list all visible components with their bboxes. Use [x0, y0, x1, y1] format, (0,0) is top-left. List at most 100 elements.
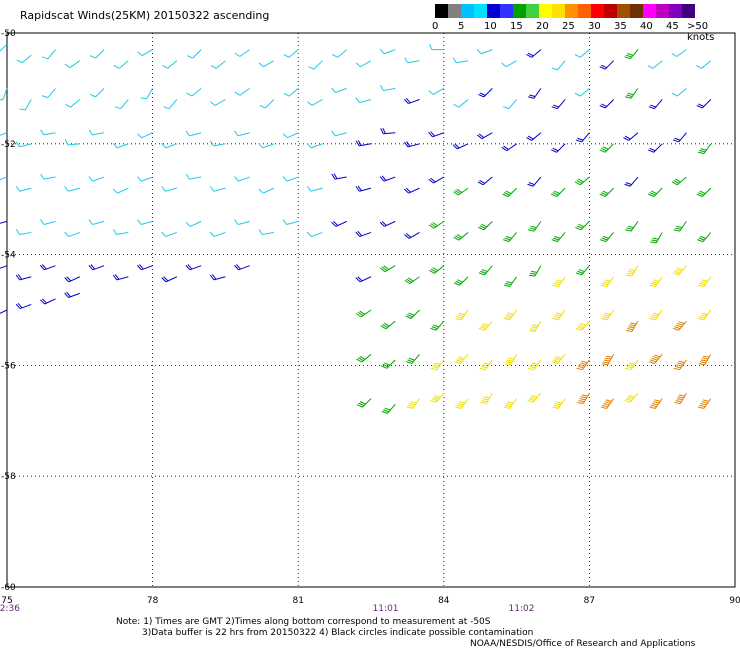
wind-barb	[624, 392, 639, 403]
wind-barb	[258, 60, 275, 68]
wind-barb	[88, 176, 105, 182]
wind-barb	[551, 99, 566, 110]
wind-barb	[452, 187, 469, 196]
wind-barb	[356, 398, 372, 408]
wind-barb	[163, 99, 178, 110]
wind-barb	[0, 176, 8, 181]
wind-barb	[647, 60, 663, 69]
wind-barb	[15, 186, 32, 192]
wind-barb	[185, 130, 202, 137]
wind-barb	[599, 143, 615, 153]
longitude-label: 90	[729, 596, 740, 606]
wind-barb	[478, 265, 493, 276]
wind-barb	[234, 264, 250, 271]
wind-barb	[477, 176, 493, 186]
wind-barb	[0, 265, 8, 269]
wind-barb	[161, 186, 177, 192]
wind-barb	[40, 219, 56, 225]
wind-barb	[648, 99, 663, 110]
wind-barb	[0, 132, 8, 136]
wind-barb	[355, 309, 372, 318]
scale-swatch	[435, 4, 448, 18]
wind-barb	[648, 353, 663, 364]
wind-barb	[210, 140, 226, 147]
wind-barb	[234, 49, 250, 57]
wind-barb	[64, 276, 81, 283]
wind-barb	[552, 309, 566, 321]
wind-barb	[0, 43, 8, 52]
wind-barb	[478, 320, 493, 331]
wind-barb	[503, 398, 518, 409]
wind-barb	[696, 187, 712, 198]
wind-barb	[454, 353, 469, 364]
wind-barb	[478, 221, 493, 231]
wind-barb	[331, 130, 347, 137]
scale-swatch	[578, 4, 591, 18]
wind-barb	[234, 219, 250, 225]
wind-barb	[331, 173, 347, 180]
wind-barb	[551, 232, 566, 243]
scale-swatch	[487, 4, 500, 18]
scale-tick-label: 45	[666, 21, 679, 32]
scale-tick-label: 0	[432, 21, 439, 32]
wind-barb	[209, 186, 226, 192]
scale-swatch	[669, 4, 682, 18]
wind-barb	[258, 187, 275, 194]
wind-barb	[503, 309, 518, 321]
scale-unit-label: >50 knots	[687, 21, 715, 43]
wind-barb	[574, 176, 590, 186]
wind-barb	[331, 87, 347, 93]
wind-barb	[112, 187, 129, 194]
wind-barb	[137, 176, 153, 182]
wind-barb	[355, 97, 372, 104]
wind-barb	[161, 276, 178, 283]
wind-barb	[282, 176, 299, 182]
footnote-line-3: NOAA/NESDIS/Office of Research and Appli…	[470, 639, 696, 649]
scale-swatch	[539, 4, 552, 18]
wind-barb	[625, 320, 639, 332]
wind-barb	[380, 320, 396, 330]
wind-barb	[671, 49, 687, 57]
wind-barb	[404, 187, 420, 194]
wind-barb	[161, 231, 178, 238]
wind-barb	[64, 60, 81, 68]
wind-barb	[697, 276, 712, 288]
wind-barb	[331, 220, 347, 227]
scale-swatch	[643, 4, 656, 18]
wind-barb	[88, 129, 105, 136]
wind-barb	[550, 143, 566, 153]
wind-barb	[672, 265, 687, 276]
wind-barb	[671, 176, 687, 186]
wind-barb	[40, 298, 56, 305]
wind-barb	[503, 276, 518, 288]
wind-barb	[210, 60, 226, 69]
wind-barb	[697, 232, 712, 243]
wind-barb	[404, 232, 420, 239]
wind-barb	[575, 221, 590, 231]
scale-swatch	[474, 4, 487, 18]
wind-barb	[625, 221, 639, 232]
wind-barb	[112, 143, 129, 149]
wind-barb	[574, 88, 590, 97]
wind-barb	[64, 139, 80, 146]
wind-barb	[306, 143, 323, 149]
wind-barb	[501, 143, 517, 152]
wind-barb	[355, 140, 372, 147]
wind-barb	[209, 274, 226, 281]
wind-barb	[428, 220, 445, 229]
wind-barb	[16, 54, 32, 64]
scale-swatch	[461, 4, 474, 18]
wind-barb	[112, 274, 129, 281]
wind-barb	[65, 99, 81, 108]
wind-barb	[480, 392, 493, 404]
wind-barb	[528, 359, 542, 371]
wind-barb	[114, 99, 129, 110]
latitude-label: -52	[1, 140, 16, 150]
scale-swatch	[656, 4, 669, 18]
wind-barb	[624, 49, 639, 60]
wind-barb	[650, 232, 663, 244]
wind-barb	[380, 127, 396, 135]
wind-barb	[379, 48, 396, 55]
wind-barb	[599, 99, 615, 109]
wind-barb	[697, 143, 712, 155]
